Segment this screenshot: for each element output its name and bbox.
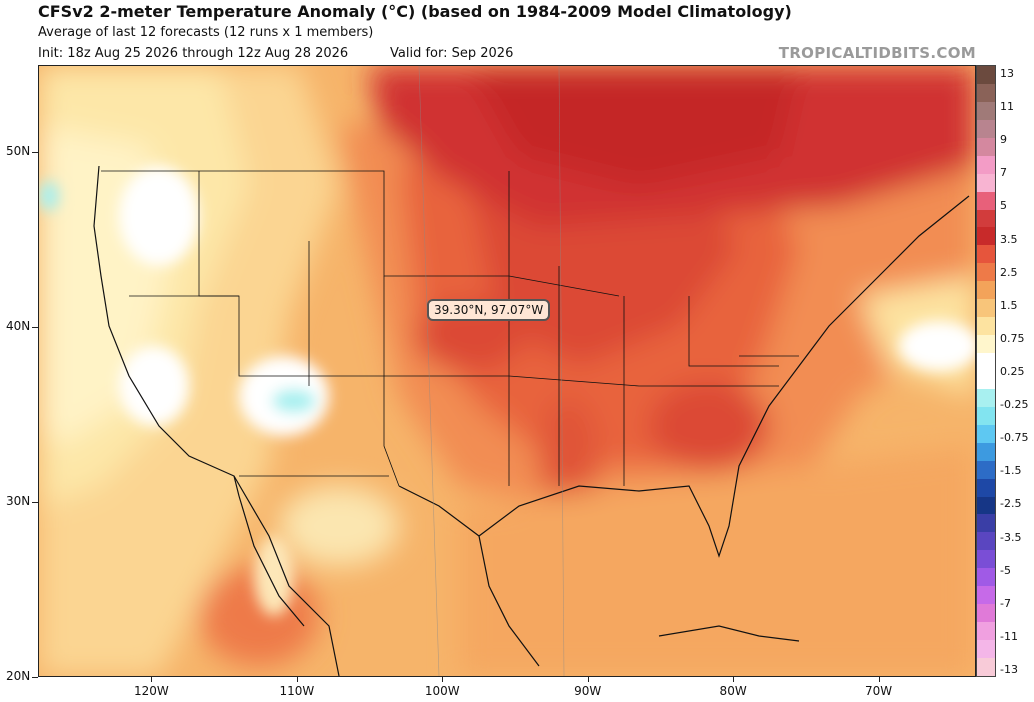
colorbar-segment bbox=[977, 227, 995, 246]
colorbar-label: 0.25 bbox=[1000, 365, 1025, 378]
colorbar-label: -3.5 bbox=[1000, 530, 1022, 544]
colorbar-label: 3.5 bbox=[1000, 232, 1018, 246]
colorbar-segment bbox=[977, 496, 995, 515]
colorbar-segment bbox=[977, 101, 995, 120]
colorbar-segment bbox=[977, 353, 995, 371]
colorbar-label: 1.5 bbox=[1000, 298, 1018, 312]
colorbar-segment bbox=[977, 191, 995, 210]
lon-tick-label: 110W bbox=[279, 684, 315, 698]
colorbar-segment bbox=[977, 281, 995, 300]
lat-tick-mark bbox=[32, 677, 38, 678]
init-line: Init: 18z Aug 25 2026 through 12z Aug 28… bbox=[38, 46, 513, 61]
colorbar bbox=[976, 65, 996, 677]
chart-title: CFSv2 2-meter Temperature Anomaly (°C) (… bbox=[38, 2, 792, 21]
colorbar-segment bbox=[977, 155, 995, 174]
anomaly-field bbox=[39, 66, 975, 676]
lat-tick-label: 40N bbox=[6, 319, 31, 334]
colorbar-segment bbox=[977, 335, 995, 353]
colorbar-label: 7 bbox=[1000, 166, 1007, 180]
brand-watermark[interactable]: TROPICALTIDBITS.COM bbox=[778, 44, 976, 62]
colorbar-label: -0.75 bbox=[1000, 431, 1029, 445]
anomaly-map[interactable] bbox=[38, 65, 976, 677]
lat-tick-label: 30N bbox=[6, 494, 31, 509]
colorbar-label: -11 bbox=[1000, 629, 1018, 643]
colorbar-segment bbox=[977, 119, 995, 138]
colorbar-segment bbox=[977, 245, 995, 264]
colorbar-label: -0.25 bbox=[1000, 398, 1029, 412]
colorbar-segment bbox=[977, 83, 995, 102]
colorbar-segment bbox=[977, 604, 995, 623]
map-svg bbox=[39, 66, 975, 676]
graticule bbox=[418, 66, 565, 676]
colorbar-segment bbox=[977, 263, 995, 282]
lon-tick-mark bbox=[878, 677, 880, 682]
lon-tick-label: 120W bbox=[134, 684, 169, 698]
colorbar-segment bbox=[977, 137, 995, 156]
colorbar-segment bbox=[977, 478, 995, 497]
state-borders bbox=[101, 170, 799, 487]
colorbar-label: 11 bbox=[1000, 100, 1014, 114]
colorbar-segment bbox=[977, 640, 995, 658]
colorbar-segment bbox=[977, 657, 995, 676]
lon-tick-mark bbox=[151, 677, 153, 682]
colorbar-segment bbox=[977, 317, 995, 336]
colorbar-segment bbox=[977, 550, 995, 569]
lat-tick-mark bbox=[32, 152, 38, 154]
colorbar-label: -1.5 bbox=[1000, 464, 1022, 478]
colorbar-label: -2.5 bbox=[1000, 497, 1022, 511]
lon-tick-label: 70W bbox=[864, 684, 893, 698]
lon-tick-mark bbox=[733, 677, 735, 682]
lat-tick-label: 20N bbox=[6, 669, 31, 683]
colorbar-segment bbox=[977, 514, 995, 533]
colorbar-label: -5 bbox=[1000, 563, 1011, 577]
colorbar-segment bbox=[977, 424, 995, 443]
colorbar-segment bbox=[977, 173, 995, 192]
lon-tick-mark bbox=[296, 677, 298, 682]
colorbar-label: 0.75 bbox=[1000, 331, 1025, 345]
colorbar-label: 5 bbox=[1000, 199, 1007, 213]
colorbar-segment bbox=[977, 209, 995, 228]
colorbar-segment bbox=[977, 532, 995, 551]
lat-tick-mark bbox=[32, 502, 38, 504]
colorbar-segment bbox=[977, 299, 995, 318]
colorbar-label: 9 bbox=[1000, 133, 1007, 147]
lat-tick-label: 50N bbox=[6, 144, 31, 159]
chart-subtitle: Average of last 12 forecasts (12 runs x … bbox=[38, 25, 374, 40]
init-text: Init: 18z Aug 25 2026 through 12z Aug 28… bbox=[38, 46, 349, 61]
colorbar-label: 2.5 bbox=[1000, 265, 1018, 279]
colorbar-segment bbox=[977, 370, 995, 389]
colorbar-segment bbox=[977, 586, 995, 605]
lon-tick-label: 100W bbox=[424, 684, 460, 698]
colorbar-label: -7 bbox=[1000, 596, 1011, 610]
lon-tick-mark bbox=[587, 677, 589, 682]
colorbar-segment bbox=[977, 388, 995, 407]
colorbar-label: 13 bbox=[1000, 67, 1014, 80]
lon-tick-label: 90W bbox=[574, 684, 602, 698]
colorbar-segment bbox=[977, 568, 995, 587]
colorbar-segment bbox=[977, 622, 995, 640]
lon-tick-mark bbox=[442, 677, 444, 682]
colorbar-segment bbox=[977, 406, 995, 425]
colorbar-segment bbox=[977, 442, 995, 461]
lat-tick-mark bbox=[32, 327, 38, 329]
colorbar-segment bbox=[977, 66, 995, 84]
coastlines bbox=[93, 165, 970, 676]
lon-tick-label: 80W bbox=[719, 684, 747, 698]
cool-spots bbox=[39, 166, 975, 616]
colorbar-segment bbox=[977, 460, 995, 479]
cursor-coordinate-tooltip: 39.30°N, 97.07°W bbox=[427, 299, 551, 321]
valid-text: Valid for: Sep 2026 bbox=[390, 46, 514, 61]
colorbar-label: -13 bbox=[1000, 663, 1018, 676]
